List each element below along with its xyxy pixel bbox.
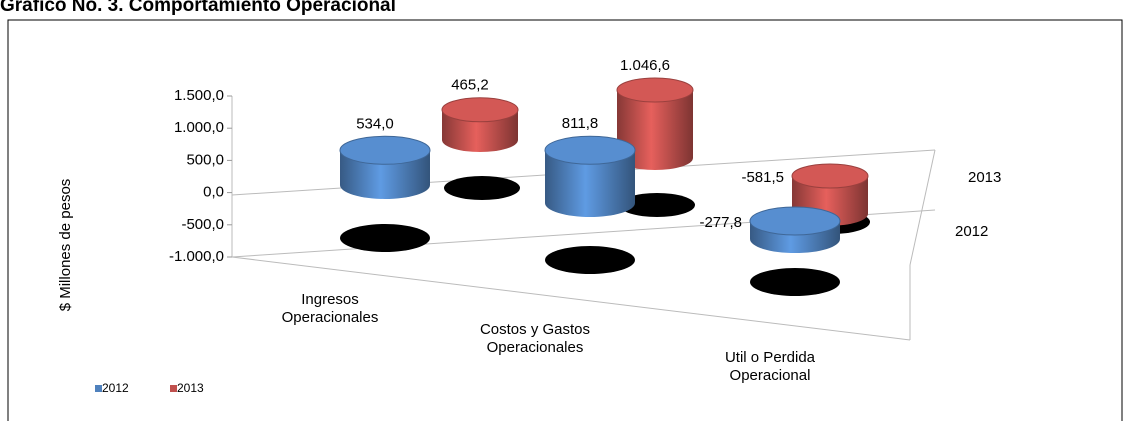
x-tick-label: Util o Perdida Operacional [724,349,816,384]
legend-label: 2013 [177,381,204,395]
cylinder [749,206,841,254]
cylinder-top [544,135,636,165]
y-tick-label: 0,0 [203,184,224,201]
shadow [619,193,695,217]
value-label: 811,8 [562,115,598,132]
chart-title: Grafico No. 3. Comportamiento Operaciona… [0,0,396,16]
x-tick-label: Ingresos Operacionales [281,291,379,326]
y-tick-label: 500,0 [186,151,224,168]
legend-swatch [95,385,102,392]
y-tick-label: 1.500,0 [174,87,224,104]
cylinder-top [791,163,869,189]
cylinder-top [616,77,694,103]
cylinder-top [749,206,841,236]
value-label: 534,0 [356,115,394,132]
y-tick-label: -1.000,0 [169,248,224,265]
shadow [444,176,520,200]
cylinder [441,97,519,152]
y-tick-label: 1.000,0 [174,119,224,136]
x-tick-label: Costos y Gastos Operacionales [479,321,591,356]
cylinder [339,135,431,199]
cylinder-body [617,89,693,170]
value-label: 465,2 [451,77,489,94]
frame [7,19,1123,421]
legend-swatch [170,385,177,392]
shadow [545,246,635,274]
shadow [340,224,430,252]
legend-label: 2012 [102,381,129,395]
y-tick-label: -500,0 [181,216,224,233]
value-label: -581,5 [741,169,784,186]
shadow [750,268,840,296]
y-axis-label: $ Millones de pesos [57,179,74,312]
depth-label: 2012 [955,223,988,240]
cylinder-body [545,150,635,217]
cylinder [544,135,636,217]
value-label: 1.046,6 [620,57,670,74]
cylinder-top [339,135,431,165]
depth-label: 2013 [968,169,1001,186]
value-label: -277,8 [699,214,742,231]
cylinder-top [441,97,519,123]
cylinder [616,77,694,170]
